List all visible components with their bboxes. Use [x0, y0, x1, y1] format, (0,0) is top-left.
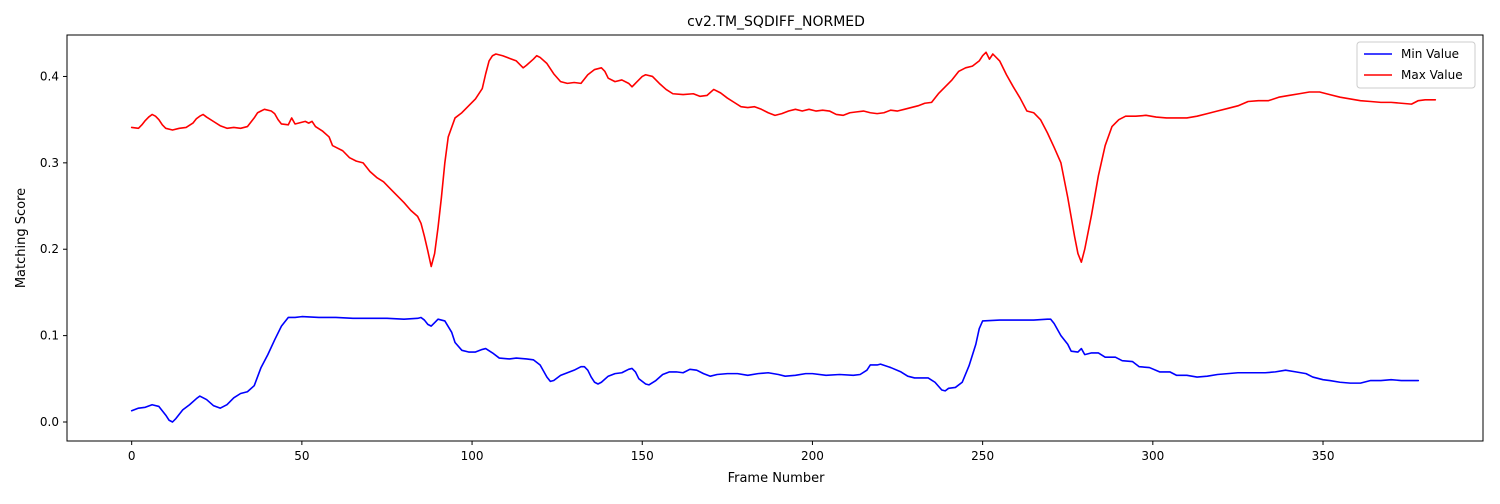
x-tick-label: 200 — [801, 449, 824, 463]
axes-frame — [66, 34, 1484, 442]
x-tick-label: 100 — [461, 449, 484, 463]
x-tick-label: 300 — [1141, 449, 1164, 463]
series-layer — [130, 51, 1437, 423]
legend-label: Min Value — [1401, 47, 1459, 61]
y-tick-label: 0.1 — [40, 329, 59, 343]
y-axis-label: Matching Score — [14, 188, 29, 288]
y-tick-label: 0.3 — [40, 156, 59, 170]
x-tick-label: 0 — [128, 449, 136, 463]
y-tick-label: 0.2 — [40, 242, 59, 256]
y-tick-label: 0.0 — [40, 415, 59, 429]
series-line-min-value — [130, 315, 1420, 423]
y-tick-label: 0.4 — [40, 69, 59, 83]
chart-title: cv2.TM_SQDIFF_NORMED — [687, 14, 865, 30]
x-tick-label: 250 — [971, 449, 994, 463]
y-axis: 0.0 0.1 0.2 0.3 0.4 — [40, 69, 67, 429]
x-tick-label: 150 — [631, 449, 654, 463]
series-line-max-value — [130, 51, 1437, 268]
x-tick-label: 50 — [294, 449, 309, 463]
legend-label: Max Value — [1401, 68, 1463, 82]
x-axis-label: Frame Number — [728, 471, 826, 486]
x-axis: 0 50 100 150 200 250 300 350 — [128, 441, 1335, 463]
legend: Min Value Max Value — [1356, 41, 1476, 89]
x-tick-label: 350 — [1312, 449, 1335, 463]
plot-area — [66, 34, 1484, 442]
